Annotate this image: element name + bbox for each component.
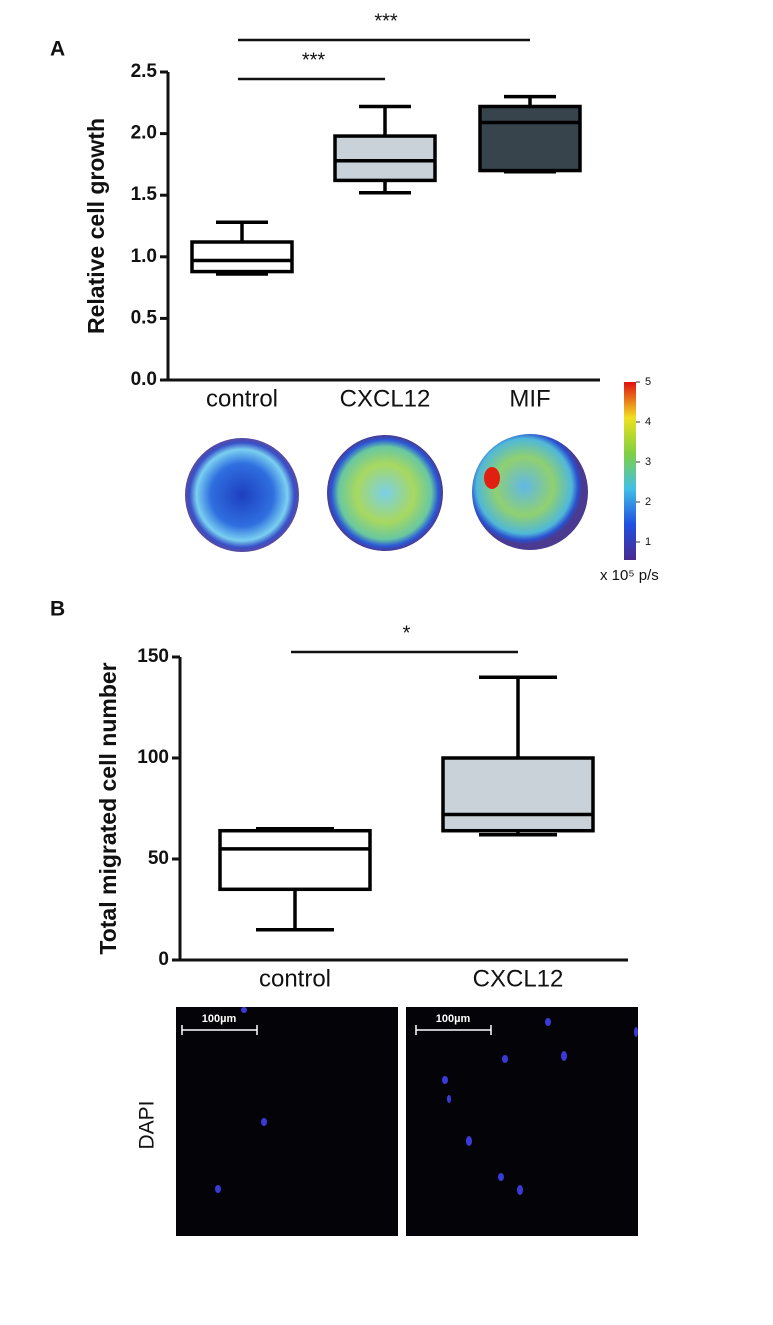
y-tick-label: 100 xyxy=(137,747,169,768)
y-tick-label: 0 xyxy=(158,949,169,970)
colorbar-tick-label: 4 xyxy=(645,416,651,428)
y-tick-label: 2.0 xyxy=(131,123,157,144)
x-tick-label: CXCL12 xyxy=(473,965,564,992)
hotspot xyxy=(484,467,500,489)
y-tick-label: 150 xyxy=(137,646,169,667)
colorbar-label: x 10⁵ p/s xyxy=(600,567,659,584)
scale-bar-label: 100µm xyxy=(202,1013,237,1025)
y-axis-label: Relative cell growth xyxy=(83,118,109,334)
dapi-images xyxy=(176,1007,638,1236)
box xyxy=(190,240,294,274)
heatmap-image xyxy=(472,434,588,550)
y-tick-label: 2.5 xyxy=(131,61,158,82)
scale-bar-label: 100µm xyxy=(436,1013,471,1025)
y-tick-label: 0.5 xyxy=(131,307,158,328)
colorbar-tick-label: 1 xyxy=(645,536,651,548)
box xyxy=(218,828,372,892)
dapi-image xyxy=(406,1007,638,1236)
colorbar-tick-label: 2 xyxy=(645,496,651,508)
box xyxy=(333,134,437,183)
dapi-image xyxy=(176,1007,398,1236)
box xyxy=(478,104,582,173)
x-tick-label: MIF xyxy=(509,385,550,412)
image-label: DAPI xyxy=(136,1100,159,1149)
colorbar-tick-label: 5 xyxy=(645,376,651,388)
y-tick-label: 1.0 xyxy=(131,246,157,267)
heatmap-image xyxy=(327,435,443,551)
panel-label: B xyxy=(50,598,65,621)
significance-label: * xyxy=(403,622,411,644)
panel-label: A xyxy=(50,38,65,61)
heatmap-image xyxy=(185,438,299,552)
significance-label: *** xyxy=(302,49,326,71)
box xyxy=(441,756,595,833)
significance-label: *** xyxy=(374,10,398,32)
y-tick-label: 1.5 xyxy=(131,184,158,205)
x-tick-label: control xyxy=(259,965,331,992)
nuclei xyxy=(215,1007,638,1195)
y-axis-label: Total migrated cell number xyxy=(95,662,121,954)
x-tick-label: control xyxy=(206,385,278,412)
x-tick-label: CXCL12 xyxy=(340,385,431,412)
y-tick-label: 0.0 xyxy=(131,369,157,390)
y-tick-label: 50 xyxy=(148,848,169,869)
heatmaps xyxy=(185,382,636,560)
colorbar-tick-label: 3 xyxy=(645,456,651,468)
colorbar xyxy=(624,382,636,560)
